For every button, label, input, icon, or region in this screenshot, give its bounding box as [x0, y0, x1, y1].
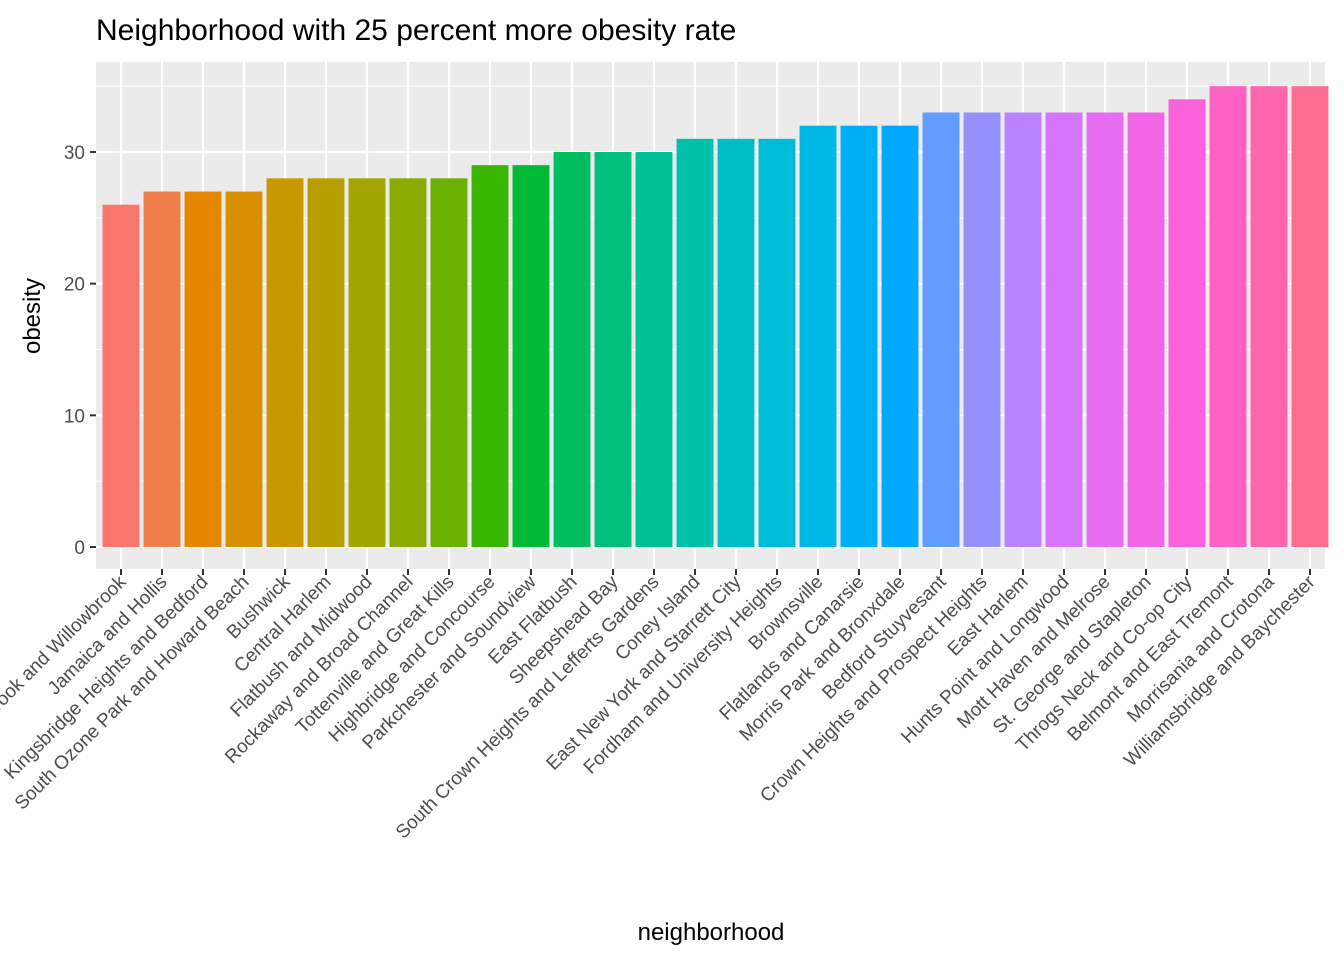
y-axis: 0 10 20 30 — [64, 143, 96, 559]
bar — [717, 138, 755, 548]
bar — [1250, 86, 1288, 548]
y-tick-label: 20 — [64, 275, 85, 296]
bar — [594, 152, 632, 547]
bar — [266, 178, 304, 548]
bar — [1086, 112, 1124, 547]
bar — [1291, 86, 1329, 548]
y-tick-label: 30 — [64, 143, 85, 164]
x-axis-title: neighborhood — [638, 919, 785, 946]
bar — [1127, 112, 1165, 547]
bar — [922, 112, 960, 547]
y-tick-label: 10 — [64, 406, 85, 427]
bar — [225, 191, 263, 547]
chart-title: Neighborhood with 25 percent more obesit… — [96, 14, 736, 47]
bar — [1168, 99, 1206, 547]
bar — [348, 178, 386, 548]
bar — [1004, 112, 1042, 547]
bar — [1209, 86, 1247, 548]
bar — [471, 165, 509, 547]
bar — [799, 125, 837, 548]
y-axis-title: obesity — [19, 278, 46, 354]
bar — [758, 138, 796, 548]
bar — [143, 191, 181, 547]
bar — [184, 191, 222, 547]
bar — [881, 125, 919, 548]
y-tick-label: 0 — [74, 538, 85, 559]
bar — [389, 178, 427, 548]
bar — [102, 204, 140, 547]
bar — [840, 125, 878, 548]
bar — [307, 178, 345, 548]
bar — [553, 152, 591, 547]
bar — [963, 112, 1001, 547]
bar — [430, 178, 468, 548]
bars — [102, 86, 1329, 548]
bar — [1045, 112, 1083, 547]
bar — [635, 152, 673, 547]
bar — [676, 138, 714, 548]
bar — [512, 165, 550, 547]
